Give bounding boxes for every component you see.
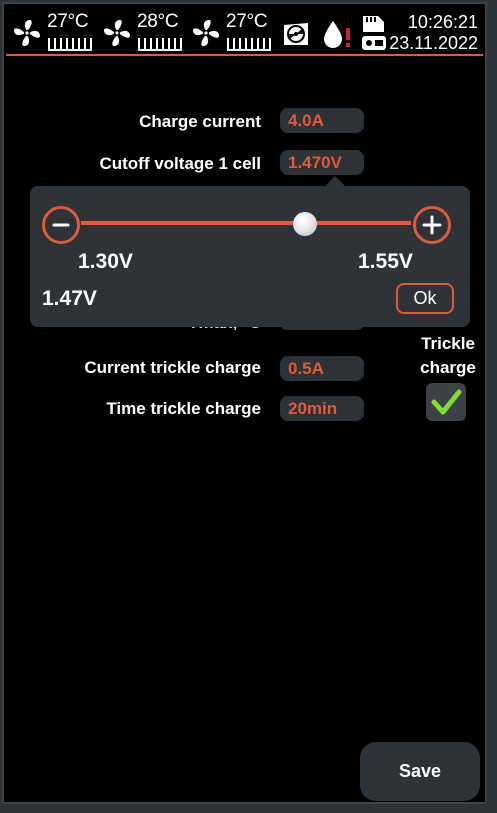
water-drop-alert-icon [324,21,350,48]
fan-temperature-1: 27°C [47,11,89,32]
current-trickle-field[interactable]: 0.5A [280,356,364,381]
slider-min-label: 1.30V [78,250,133,273]
fan-temperature-3: 27°C [226,11,268,32]
status-bar-divider [6,54,483,56]
fan-icon [14,20,40,46]
status-bar: 27°C [4,4,485,58]
trickle-label-line1: Trickle [421,334,475,353]
cutoff-voltage-field[interactable]: 1.470V [280,150,364,175]
cutoff-voltage-label: Cutoff voltage 1 cell [99,154,261,173]
decrease-button[interactable] [42,206,80,244]
fan-icon [104,20,130,46]
fan-temperature-2: 28°C [137,11,179,32]
save-button[interactable]: Save [360,742,480,801]
current-trickle-label: Current trickle charge [84,358,261,377]
charge-current-label: Charge current [139,112,261,131]
heatsink-icon [227,38,271,51]
heatsink-icon [48,38,92,51]
ok-button[interactable]: Ok [396,283,454,314]
trickle-label-line2: charge [420,358,476,377]
minus-icon [52,223,70,227]
fan-status-1: 27°C [12,11,152,52]
increase-button[interactable] [413,206,451,244]
disc-icon [284,23,308,45]
slider-current-value: 1.47V [42,287,97,310]
slider-track[interactable] [81,221,411,225]
plus-icon [422,215,442,235]
trickle-charge-label: Trickle charge [408,332,488,380]
clock-date: 23.11.2022 [389,33,478,53]
fan-status-2: 28°C [102,11,242,52]
fan-icon [193,20,219,46]
popup-pointer [324,176,346,187]
fan-status-3: 27°C [191,11,331,52]
voltage-slider-popup: 1.30V 1.55V 1.47V Ok [30,176,470,327]
time-trickle-label: Time trickle charge [106,399,261,418]
trickle-charge-checkbox[interactable] [426,383,466,421]
checkmark-icon [431,389,462,415]
screen: 27°C [2,2,487,804]
time-trickle-field[interactable]: 20min [280,396,364,421]
heatsink-icon [138,38,182,51]
charge-current-field[interactable]: 4.0A [280,108,364,133]
sd-card-icon [362,16,386,50]
slider-thumb[interactable] [293,212,318,236]
slider-max-label: 1.55V [358,250,413,273]
clock-time: 10:26:21 [407,12,478,32]
